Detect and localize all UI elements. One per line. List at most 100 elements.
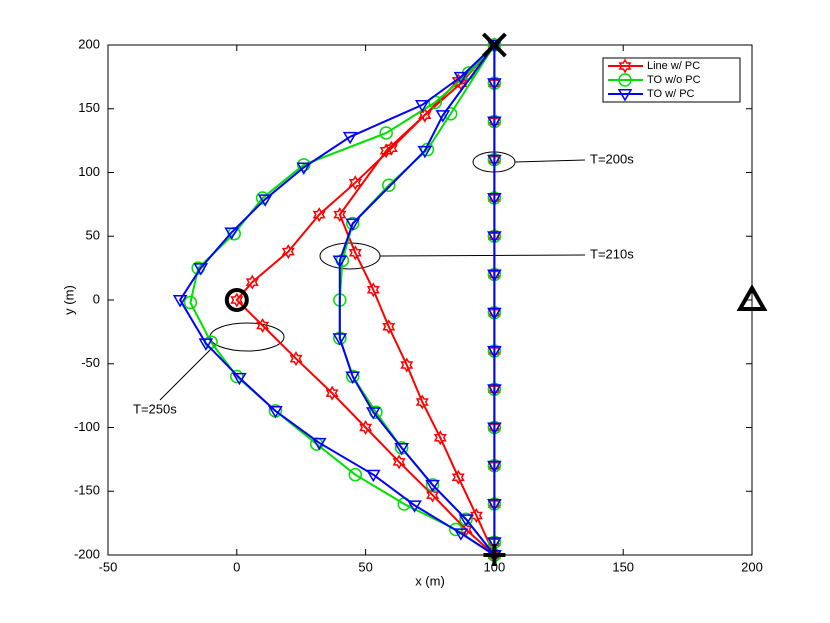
marker xyxy=(487,499,502,512)
marker xyxy=(333,293,347,307)
marker xyxy=(487,193,502,206)
legend-marker xyxy=(617,89,633,102)
x-axis-label: x (m) xyxy=(415,573,445,588)
marker xyxy=(289,351,303,367)
marker xyxy=(487,346,502,359)
marker xyxy=(487,116,502,129)
marker xyxy=(433,430,447,446)
marker xyxy=(224,227,239,240)
x-tick-label: 200 xyxy=(741,559,763,574)
marker xyxy=(487,231,502,244)
y-tick-label: 200 xyxy=(78,36,100,51)
marker xyxy=(281,244,295,260)
annotation: T=200s xyxy=(590,151,634,166)
marker xyxy=(257,194,273,207)
marker xyxy=(232,372,247,386)
series-line xyxy=(189,44,496,556)
x-tick-label: 100 xyxy=(484,559,506,574)
x-tick-label: 0 xyxy=(233,559,240,574)
marker xyxy=(366,407,381,420)
annotation-line xyxy=(514,159,586,163)
marker xyxy=(415,394,429,410)
marker xyxy=(458,514,474,527)
landmark xyxy=(481,32,507,58)
marker xyxy=(487,307,502,321)
annotation-line xyxy=(159,344,216,401)
marker xyxy=(198,338,214,351)
marker xyxy=(366,282,380,298)
marker xyxy=(435,110,451,123)
marker xyxy=(345,371,361,384)
marker xyxy=(193,263,209,276)
marker xyxy=(487,384,502,397)
marker xyxy=(425,479,440,493)
annotation-ellipse xyxy=(209,322,285,352)
y-tick-label: -100 xyxy=(74,419,100,434)
series-line xyxy=(338,44,496,556)
marker xyxy=(453,71,469,85)
y-tick-label: 50 xyxy=(86,228,100,243)
legend-marker xyxy=(618,58,632,74)
y-tick-label: 150 xyxy=(78,100,100,115)
marker xyxy=(325,385,339,401)
legend-marker xyxy=(618,73,632,87)
legend-label: Line w/ PC xyxy=(647,60,700,72)
marker xyxy=(469,508,483,523)
marker xyxy=(382,319,396,335)
y-axis-label: y (m) xyxy=(61,285,76,315)
x-tick-label: 150 xyxy=(612,559,634,574)
marker xyxy=(407,500,422,513)
marker xyxy=(366,469,381,483)
marker xyxy=(296,162,312,175)
marker xyxy=(394,442,409,456)
y-tick-label: -150 xyxy=(74,483,100,498)
series-line xyxy=(235,44,496,556)
marker xyxy=(451,469,465,485)
series-line xyxy=(338,44,496,556)
legend-label: TO w/o PC xyxy=(647,74,701,86)
series-line xyxy=(178,44,496,556)
landmark xyxy=(224,288,249,312)
marker xyxy=(311,437,327,451)
marker xyxy=(417,145,433,159)
marker xyxy=(348,245,362,261)
marker xyxy=(348,175,362,191)
marker xyxy=(312,207,326,223)
marker xyxy=(392,454,406,470)
marker xyxy=(348,467,363,482)
plot-area xyxy=(107,44,753,556)
marker xyxy=(183,295,198,310)
marker xyxy=(268,405,283,419)
marker xyxy=(342,131,358,145)
y-tick-label: 0 xyxy=(93,291,100,306)
marker xyxy=(487,537,502,550)
marker xyxy=(245,274,259,290)
landmark xyxy=(736,283,768,311)
x-tick-label: 50 xyxy=(358,559,372,574)
y-tick-label: 100 xyxy=(78,164,100,179)
landmark xyxy=(483,544,506,566)
y-tick-label: -50 xyxy=(81,355,100,370)
marker xyxy=(487,269,502,282)
marker xyxy=(400,357,414,373)
legend-label: TO w/ PC xyxy=(647,88,695,100)
marker xyxy=(333,207,347,223)
marker xyxy=(345,218,361,231)
annotation-line xyxy=(379,254,586,257)
marker xyxy=(379,126,393,140)
marker xyxy=(487,78,502,91)
marker xyxy=(453,528,469,541)
y-tick-label: -200 xyxy=(74,546,100,561)
x-tick-label: -50 xyxy=(99,559,118,574)
annotation: T=250s xyxy=(133,401,177,416)
marker xyxy=(426,487,440,503)
marker xyxy=(379,143,393,159)
marker xyxy=(487,154,502,168)
marker xyxy=(487,422,502,435)
marker xyxy=(414,99,430,113)
marker xyxy=(172,295,188,308)
marker xyxy=(487,460,502,474)
marker xyxy=(359,419,373,436)
annotation-shapes xyxy=(159,151,586,401)
